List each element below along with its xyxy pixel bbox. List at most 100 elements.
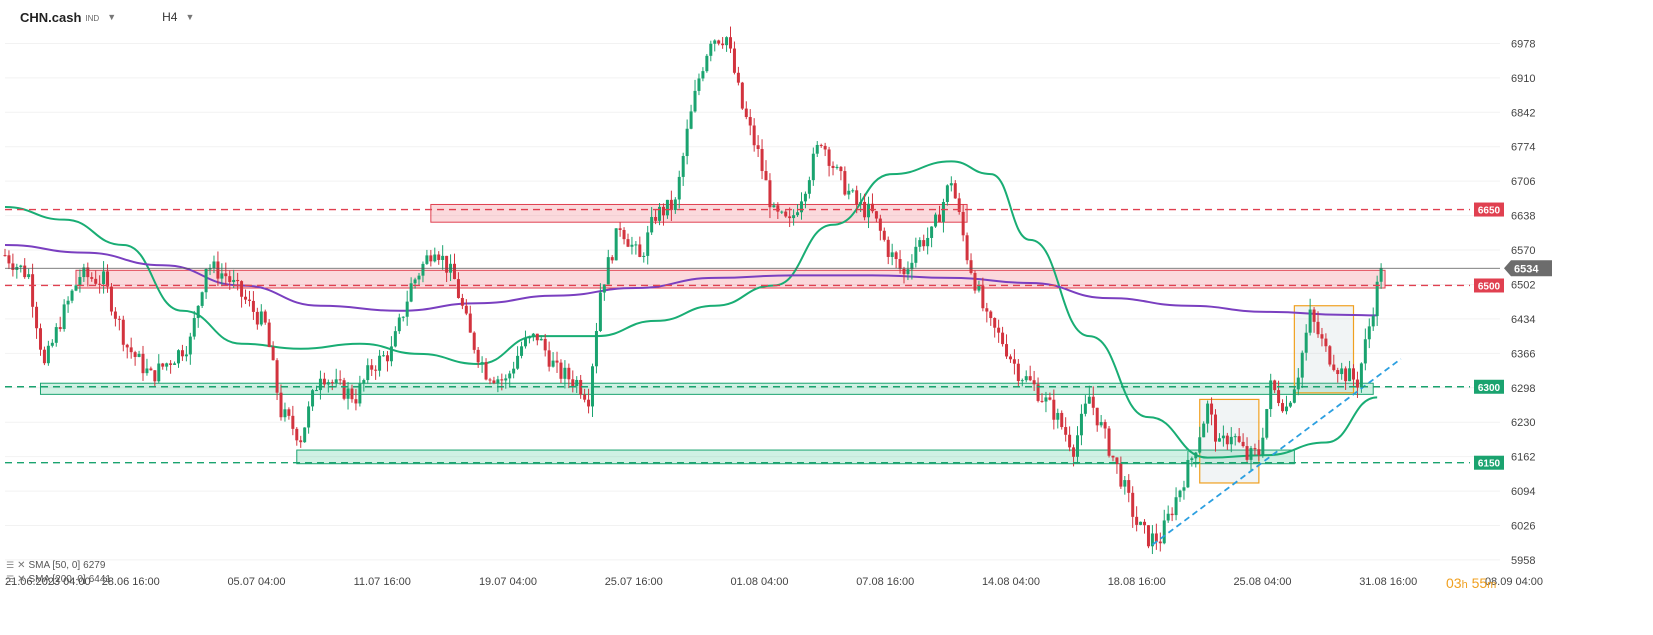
candle-body <box>1032 380 1036 385</box>
legend-sma200: ☰ ✕ SMA [200, 0] 6441 <box>6 572 111 586</box>
candle-body <box>890 252 894 257</box>
candle-body <box>1024 376 1028 381</box>
candle-body <box>153 370 157 382</box>
price-tick-label: 6774 <box>1511 142 1535 154</box>
candle-body <box>1284 406 1288 412</box>
candle-body <box>433 254 437 262</box>
price-tick-label: 5958 <box>1511 555 1535 567</box>
candle-body <box>425 255 429 264</box>
candle-body <box>216 261 220 279</box>
symbol-name[interactable]: CHN.cash <box>20 9 82 25</box>
candle-body <box>740 82 744 109</box>
sma200-value: 6441 <box>88 573 111 585</box>
candle-body <box>3 255 7 257</box>
candle-body <box>82 267 86 278</box>
candle-body <box>1052 399 1056 420</box>
candle-body <box>19 265 23 267</box>
candle-body <box>1091 396 1095 408</box>
candle-body <box>1269 380 1273 410</box>
candle-body <box>1217 438 1221 442</box>
candle-body <box>914 246 918 263</box>
candle-body <box>173 363 177 365</box>
candle-body <box>512 368 516 374</box>
candle-body <box>1075 435 1079 457</box>
candle-body <box>188 336 192 355</box>
countdown-minutes: 55 <box>1471 575 1488 591</box>
candle-body <box>409 283 413 302</box>
candle-body <box>1079 413 1083 436</box>
candle-body <box>701 71 705 79</box>
candle-body <box>1359 363 1363 388</box>
candle-body <box>1340 368 1344 375</box>
candle-body <box>941 202 945 222</box>
candle-body <box>693 90 697 112</box>
candle-body <box>1044 397 1048 402</box>
candle-body <box>622 229 626 240</box>
candle-body <box>646 232 650 256</box>
candle-body <box>401 316 405 318</box>
candle-body <box>602 284 606 293</box>
candle-body <box>855 190 859 205</box>
candle-body <box>1375 281 1379 317</box>
support-zone <box>296 449 1295 465</box>
candle-body <box>863 201 867 218</box>
candle-body <box>1190 458 1194 460</box>
sma200-label: SMA [200, 0] <box>28 573 86 585</box>
candle-body <box>997 327 1001 333</box>
candle-body <box>689 111 693 129</box>
candle-body <box>1363 339 1367 364</box>
indicator-settings-icon[interactable]: ☰ <box>6 559 15 570</box>
candle-body <box>1146 525 1150 547</box>
candle-body <box>867 203 871 218</box>
candle-body <box>894 252 898 260</box>
candle-body <box>247 299 251 301</box>
candle-body <box>196 305 200 319</box>
candle-body <box>520 346 524 356</box>
symbol-dropdown-caret-icon[interactable]: ▼ <box>107 12 117 22</box>
candle-body <box>847 190 851 195</box>
price-tick-label: 6026 <box>1511 521 1535 533</box>
candle-body <box>516 355 520 369</box>
candle-body <box>354 399 358 404</box>
candle-body <box>236 279 240 282</box>
candle-body <box>1225 435 1229 445</box>
remove-indicator-icon[interactable]: ✕ <box>17 573 26 585</box>
candle-body <box>1162 520 1166 544</box>
candle-body <box>823 145 827 150</box>
resistance-zone <box>430 203 968 223</box>
time-tick-label: 18.08 16:00 <box>1108 576 1166 588</box>
candle-body <box>382 355 386 357</box>
candle-body <box>827 149 831 166</box>
candle-body <box>27 274 31 278</box>
candle-body <box>918 240 922 247</box>
price-tick-label: 6502 <box>1511 279 1535 291</box>
timeframe-dropdown-caret-icon[interactable]: ▼ <box>185 12 195 22</box>
candle-body <box>307 406 311 428</box>
candle-body <box>1328 346 1332 365</box>
candle-body <box>1083 403 1087 414</box>
candle-body <box>137 353 141 357</box>
candle-body <box>874 211 878 219</box>
candle-body <box>677 176 681 200</box>
timeframe-selector[interactable]: H4 <box>162 10 178 24</box>
candle-body <box>587 399 591 407</box>
candle-body <box>98 283 102 285</box>
candle-body <box>1150 533 1154 547</box>
indicator-settings-icon[interactable]: ☰ <box>6 573 15 584</box>
candle-body <box>1253 448 1257 450</box>
candle-body <box>1087 396 1091 404</box>
time-tick-label: 31.08 16:00 <box>1359 576 1417 588</box>
time-tick-label: 01.08 04:00 <box>730 576 788 588</box>
candle-body <box>421 263 425 276</box>
candle-body <box>1257 449 1261 456</box>
candle-body <box>1115 457 1119 464</box>
candle-body <box>1060 412 1064 428</box>
candle-body <box>468 313 472 333</box>
candle-body <box>906 269 910 275</box>
remove-indicator-icon[interactable]: ✕ <box>17 559 26 571</box>
candle-body <box>50 342 54 346</box>
candle-body <box>835 166 839 168</box>
chart-toolbar: CHN.cash IND ▼ H4 ▼ <box>20 6 194 28</box>
